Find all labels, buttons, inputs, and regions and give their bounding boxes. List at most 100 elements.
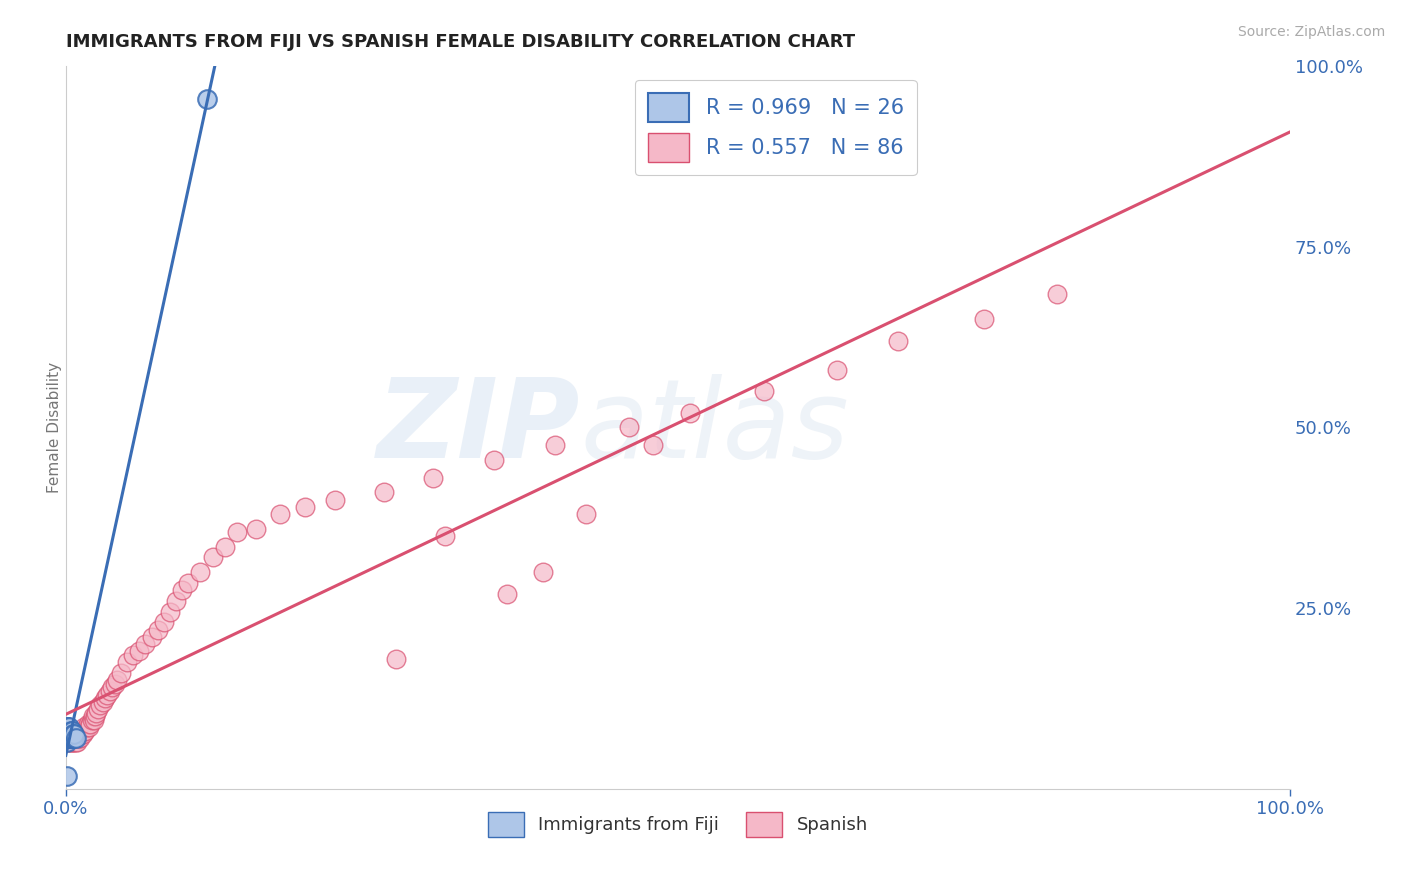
Point	[82, 709, 104, 723]
Point	[245, 522, 267, 536]
Point	[56, 723, 79, 738]
Point	[58, 727, 80, 741]
Point	[56, 720, 79, 734]
Point	[65, 731, 87, 745]
Point	[165, 593, 187, 607]
Point	[76, 720, 98, 734]
Point	[65, 734, 87, 748]
Point	[56, 723, 79, 738]
Point	[617, 420, 640, 434]
Point	[56, 768, 79, 782]
Point	[226, 525, 249, 540]
Point	[146, 623, 169, 637]
Point	[141, 630, 163, 644]
Point	[373, 485, 395, 500]
Point	[67, 727, 90, 741]
Point	[75, 723, 97, 738]
Point	[58, 723, 80, 738]
Point	[190, 565, 212, 579]
Point	[323, 492, 346, 507]
Point	[62, 731, 84, 745]
Point	[1046, 286, 1069, 301]
Point	[825, 362, 848, 376]
Point	[58, 720, 80, 734]
Legend: Immigrants from Fiji, Spanish: Immigrants from Fiji, Spanish	[481, 805, 876, 845]
Point	[59, 723, 82, 738]
Point	[60, 731, 83, 745]
Point	[62, 731, 84, 745]
Point	[80, 713, 103, 727]
Point	[59, 727, 82, 741]
Point	[495, 586, 517, 600]
Point	[115, 655, 138, 669]
Point	[66, 734, 89, 748]
Point	[159, 605, 181, 619]
Point	[531, 565, 554, 579]
Point	[134, 637, 156, 651]
Point	[56, 734, 79, 748]
Point	[128, 644, 150, 658]
Point	[96, 688, 118, 702]
Point	[67, 731, 90, 745]
Point	[58, 727, 80, 741]
Point	[79, 716, 101, 731]
Point	[385, 651, 408, 665]
Point	[58, 723, 80, 738]
Point	[69, 731, 91, 745]
Point	[73, 723, 96, 738]
Point	[887, 334, 910, 348]
Point	[195, 92, 218, 106]
Point	[59, 734, 82, 748]
Point	[70, 723, 93, 738]
Point	[58, 734, 80, 748]
Point	[63, 731, 86, 745]
Point	[86, 702, 108, 716]
Y-axis label: Female Disability: Female Disability	[48, 362, 62, 493]
Point	[122, 648, 145, 662]
Point	[58, 731, 80, 745]
Point	[77, 720, 100, 734]
Point	[67, 731, 90, 745]
Point	[76, 716, 98, 731]
Point	[422, 471, 444, 485]
Point	[73, 720, 96, 734]
Point	[98, 684, 121, 698]
Point	[89, 698, 111, 713]
Point	[294, 500, 316, 514]
Point	[60, 731, 83, 745]
Point	[59, 731, 82, 745]
Point	[104, 677, 127, 691]
Point	[62, 734, 84, 748]
Point	[70, 727, 93, 741]
Point	[72, 727, 94, 741]
Point	[84, 709, 107, 723]
Point	[56, 731, 79, 745]
Point	[60, 727, 83, 741]
Text: ZIP: ZIP	[377, 374, 581, 481]
Text: IMMIGRANTS FROM FIJI VS SPANISH FEMALE DISABILITY CORRELATION CHART: IMMIGRANTS FROM FIJI VS SPANISH FEMALE D…	[66, 33, 855, 51]
Point	[67, 727, 90, 741]
Point	[94, 691, 117, 706]
Point	[59, 731, 82, 745]
Point	[56, 727, 79, 741]
Point	[152, 615, 174, 630]
Point	[177, 575, 200, 590]
Point	[91, 695, 114, 709]
Point	[214, 540, 236, 554]
Point	[58, 731, 80, 745]
Point	[101, 681, 124, 695]
Point	[60, 734, 83, 748]
Text: atlas: atlas	[581, 374, 849, 481]
Point	[484, 453, 506, 467]
Point	[172, 582, 194, 597]
Point	[63, 727, 86, 741]
Point	[63, 734, 86, 748]
Point	[56, 731, 79, 745]
Point	[83, 713, 105, 727]
Text: Source: ZipAtlas.com: Source: ZipAtlas.com	[1237, 25, 1385, 39]
Point	[269, 507, 291, 521]
Point	[973, 312, 995, 326]
Point	[58, 720, 80, 734]
Point	[58, 731, 80, 745]
Point	[65, 731, 87, 745]
